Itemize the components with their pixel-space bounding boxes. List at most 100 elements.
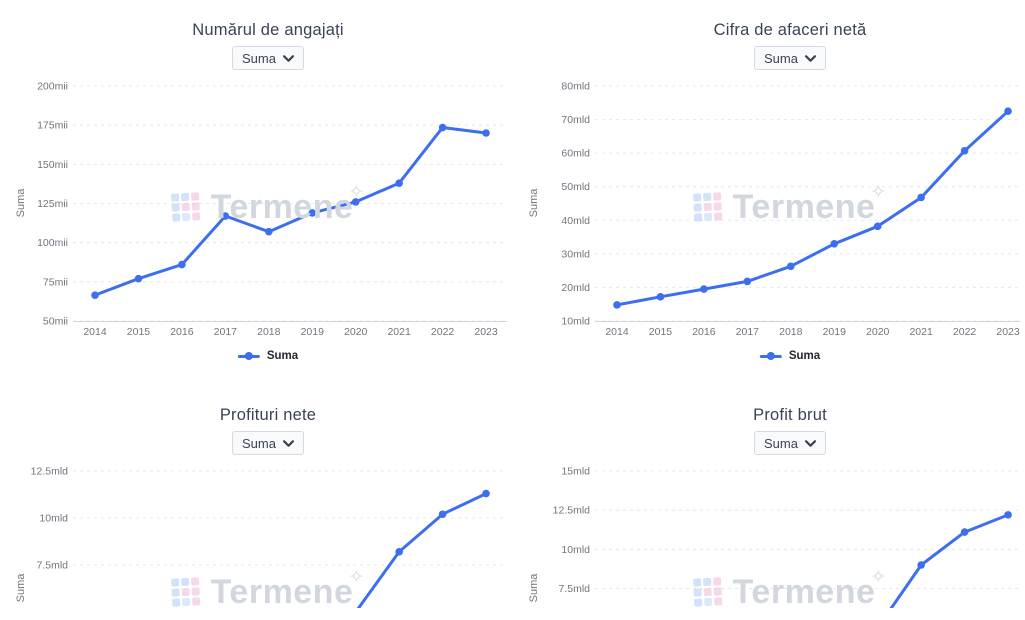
x-tick-label: 2021 xyxy=(909,326,933,338)
data-point[interactable] xyxy=(91,291,99,299)
chevron-down-icon xyxy=(804,54,816,62)
line-chart-canvas: 7.5mld10mld12.5mld2014201520162017201820… xyxy=(31,466,507,608)
x-tick-label: 2014 xyxy=(83,326,107,338)
metric-dropdown[interactable]: Suma xyxy=(754,431,826,455)
data-point[interactable] xyxy=(134,274,143,283)
data-point[interactable] xyxy=(438,510,447,519)
y-tick-label: 15mld xyxy=(561,466,590,478)
x-tick-label: 2020 xyxy=(866,326,890,338)
data-point[interactable] xyxy=(743,277,752,286)
legend-item-suma[interactable]: Suma xyxy=(237,350,299,362)
data-point[interactable] xyxy=(438,123,447,132)
chart-title: Profituri nete xyxy=(219,406,317,424)
data-point[interactable] xyxy=(1004,511,1012,519)
line-chart-canvas: 10mld 20mld 30mld 40mld 50mld 60mld 70mld 80mld… xyxy=(561,81,1020,338)
line-chart-canvas: 7.5mld10mld12.5mld15mld20142015201620172… xyxy=(553,466,1020,608)
x-tick-label: 2014 xyxy=(605,326,629,338)
y-tick-label: 150mii xyxy=(37,159,68,171)
chart-profit-brut: Profit brut Suma Suma 7.5mld 10mld 12.5mld… xyxy=(513,385,1025,608)
chart-numarul-de-angajati: Numărul de angajați Suma Suma 50mii 75mii… xyxy=(0,0,513,385)
y-tick-label: 20mld xyxy=(561,282,590,294)
x-tick-label: 2015 xyxy=(127,326,151,338)
y-tick-label: 12.5mld xyxy=(553,505,591,517)
data-point[interactable] xyxy=(1004,107,1012,115)
chevron-down-icon xyxy=(282,439,294,447)
chevron-down-icon xyxy=(282,54,294,62)
data-point[interactable] xyxy=(482,129,490,137)
data-point[interactable] xyxy=(221,212,230,220)
metric-dropdown-value: Suma xyxy=(764,435,798,451)
legend-item-suma[interactable]: Suma xyxy=(759,350,821,362)
y-tick-label: 70mld xyxy=(561,114,590,126)
x-tick-label: 2022 xyxy=(953,326,977,338)
metric-dropdown[interactable]: Suma xyxy=(232,46,304,70)
data-point[interactable] xyxy=(656,293,665,301)
data-point[interactable] xyxy=(613,301,621,309)
y-tick-label: 125mii xyxy=(37,198,68,210)
data-point[interactable] xyxy=(960,528,969,536)
y-tick-label: 10mld xyxy=(39,513,68,525)
metric-dropdown[interactable]: Suma xyxy=(754,46,826,70)
y-tick-label: 7.5mld xyxy=(36,560,68,572)
x-tick-label: 2023 xyxy=(996,326,1020,338)
series-line xyxy=(615,109,1010,307)
y-tick-label: 60mld xyxy=(561,148,590,160)
x-tick-label: 2023 xyxy=(474,326,498,338)
legend-line-icon xyxy=(237,352,260,360)
x-tick-label: 2015 xyxy=(649,326,673,338)
data-point[interactable] xyxy=(308,209,317,217)
x-tick-label: 2022 xyxy=(431,326,455,338)
data-point[interactable] xyxy=(178,260,186,269)
data-point[interactable] xyxy=(830,239,839,248)
y-tick-label: 100mii xyxy=(37,237,68,249)
series-line xyxy=(356,492,488,608)
metric-dropdown-value: Suma xyxy=(764,50,798,66)
metric-dropdown[interactable]: Suma xyxy=(232,431,304,455)
x-tick-label: 2021 xyxy=(387,326,411,338)
chart-profituri-nete: Profituri nete Suma Suma 7.5mld 10mld 12.5… xyxy=(0,385,513,608)
y-tick-label: 10mld xyxy=(561,544,590,556)
x-tick-label: 2020 xyxy=(344,326,368,338)
chart-cifra-de-afaceri-neta: Cifra de afaceri netă Suma Suma 10mld 20m… xyxy=(513,0,1025,385)
y-tick-label: 50mii xyxy=(43,316,68,328)
y-tick-label: 175mii xyxy=(37,120,68,132)
x-tick-label: 2017 xyxy=(214,326,238,338)
data-point[interactable] xyxy=(917,193,925,202)
legend-label: Suma xyxy=(266,350,299,362)
data-point[interactable] xyxy=(960,146,969,155)
data-point[interactable] xyxy=(787,262,795,271)
metric-dropdown-value: Suma xyxy=(242,50,276,66)
data-point[interactable] xyxy=(873,222,882,231)
y-tick-label: 30mld xyxy=(561,248,590,260)
series-line xyxy=(93,126,488,297)
y-tick-label: 75mii xyxy=(43,276,68,288)
x-tick-label: 2019 xyxy=(301,326,325,338)
chart-title: Numărul de angajați xyxy=(192,21,344,39)
chart-title: Cifra de afaceri netă xyxy=(713,21,867,39)
x-tick-label: 2016 xyxy=(692,326,716,338)
data-point[interactable] xyxy=(351,198,360,206)
series-line xyxy=(889,513,1010,608)
data-point[interactable] xyxy=(700,285,708,293)
data-point[interactable] xyxy=(395,179,403,187)
line-chart-canvas: 50mii 75mii 100mii 125mii 150mii 175mii 200mii… xyxy=(37,81,507,338)
data-point[interactable] xyxy=(482,489,490,498)
y-tick-label: 80mld xyxy=(561,81,590,93)
metric-dropdown-value: Suma xyxy=(242,435,276,451)
data-point[interactable] xyxy=(265,227,273,236)
data-point[interactable] xyxy=(395,548,403,556)
chevron-down-icon xyxy=(804,439,816,447)
x-tick-label: 2018 xyxy=(257,326,281,338)
x-tick-label: 2017 xyxy=(736,326,760,338)
x-tick-label: 2016 xyxy=(170,326,194,338)
y-tick-label: 7.5mld xyxy=(558,583,590,595)
legend-label: Suma xyxy=(788,350,821,362)
x-tick-label: 2018 xyxy=(779,326,803,338)
chart-title: Profit brut xyxy=(753,406,827,424)
y-tick-label: 200mii xyxy=(37,81,68,93)
y-tick-label: 50mld xyxy=(561,181,590,193)
y-tick-label: 40mld xyxy=(561,215,590,227)
y-tick-label: 10mld xyxy=(561,316,590,328)
y-tick-label: 12.5mld xyxy=(31,466,69,478)
data-point[interactable] xyxy=(917,561,925,569)
